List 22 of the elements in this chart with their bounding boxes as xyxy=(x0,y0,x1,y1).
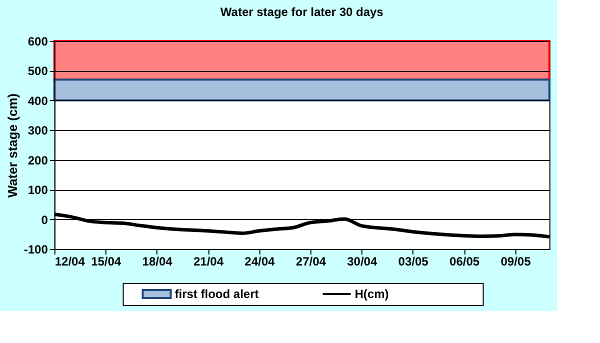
x-tick-label: 30/04 xyxy=(347,254,378,268)
y-tick-label: 100 xyxy=(28,183,48,198)
x-tick-label: 21/04 xyxy=(193,254,224,268)
y-tick-label: 400 xyxy=(28,94,48,108)
legend-label: first flood alert xyxy=(174,287,259,301)
x-tick-label: 06/05 xyxy=(450,254,480,268)
y-tick-label: 300 xyxy=(28,124,48,138)
x-tick-label: 03/05 xyxy=(398,254,429,268)
x-tick-label: 18/04 xyxy=(142,254,173,268)
x-tick-label: 12/04 xyxy=(54,254,86,268)
y-axis-title: Water stage (cm) xyxy=(4,93,20,198)
x-tick-label: 24/04 xyxy=(244,254,276,268)
y-tick-label: -100 xyxy=(24,242,48,256)
x-tick-label: 27/04 xyxy=(296,254,326,268)
legend-label: H(cm) xyxy=(354,287,389,301)
x-tick-label: 09/05 xyxy=(500,254,532,268)
y-tick-label: 600 xyxy=(28,34,48,48)
x-tick-label: 15/04 xyxy=(91,254,122,268)
chart-title: Water stage for later 30 days xyxy=(220,5,384,19)
y-tick-label: 200 xyxy=(28,153,48,168)
y-tick-label: 500 xyxy=(28,64,48,78)
y-tick-label: 0 xyxy=(41,212,48,227)
